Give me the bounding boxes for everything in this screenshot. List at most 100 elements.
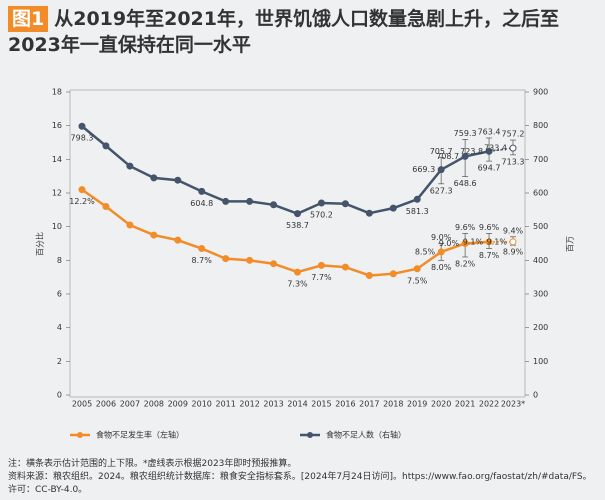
value-label: 604.8 <box>190 199 213 208</box>
y2-tick-label: 600 <box>533 189 548 198</box>
point <box>270 260 278 268</box>
y-tick-label: 2 <box>57 357 62 366</box>
y2-tick-label: 300 <box>533 290 548 299</box>
error-high-label: 759.3 <box>454 129 477 138</box>
error-high-label: 757.2 <box>502 130 525 139</box>
error-low-label: 8.9% <box>503 248 524 257</box>
y-tick-label: 10 <box>52 222 62 231</box>
y2-tick-label: 0 <box>533 391 538 400</box>
error-high-label: 9.6% <box>479 223 500 232</box>
note: 注：横条表示估计范围的上下限。*虚线表示根据2023年即时预报推算。 <box>8 459 297 469</box>
point <box>78 122 86 130</box>
value-label: 581.3 <box>406 207 429 216</box>
point <box>198 187 206 195</box>
series-line <box>81 188 490 277</box>
x-tick-label: 2012 <box>239 400 259 409</box>
point <box>437 248 445 256</box>
point <box>317 261 325 269</box>
point <box>294 268 301 276</box>
y2-tick-label: 900 <box>533 88 548 97</box>
point <box>509 144 517 152</box>
point <box>294 210 301 218</box>
point <box>341 200 349 208</box>
y-tick-label: 8 <box>57 256 62 265</box>
error-low-label: 694.7 <box>478 164 501 173</box>
y-tick-label: 16 <box>52 121 62 130</box>
value-label: 8.5% <box>415 247 436 256</box>
y2-tick-label: 400 <box>533 256 548 265</box>
value-label: 9.1% <box>463 237 484 246</box>
notes: 注：横条表示估计范围的上下限。*虚线表示根据2023年即时预报推算。 资料来源：… <box>8 458 600 497</box>
x-tick-label: 2009 <box>168 400 188 409</box>
value-label: 8.7% <box>192 256 213 265</box>
value-label: 708.7 <box>436 152 459 161</box>
value-label: 733.4 <box>484 144 507 153</box>
error-low-label: 648.6 <box>454 179 477 188</box>
value-label: 723.8 <box>460 147 483 156</box>
point <box>222 197 230 205</box>
error-high-label: 9.4% <box>503 226 524 235</box>
point <box>126 221 134 229</box>
error-high-label: 705.7 <box>430 147 453 156</box>
point <box>126 162 134 170</box>
title-block: 图1 从2019年至2021年，世界饥饿人口数量急剧上升，之后至2023年一直保持… <box>8 6 598 58</box>
x-tick-label: 2017 <box>359 400 379 409</box>
y-axis-label: 百分比 <box>35 232 45 256</box>
point <box>174 236 182 244</box>
y2-tick-label: 500 <box>533 222 548 231</box>
y-tick-label: 0 <box>57 391 62 400</box>
chart-title: 从2019年至2021年，世界饥饿人口数量急剧上升，之后至2023年一直保持在同… <box>8 8 559 56</box>
nowcast-line <box>488 147 514 153</box>
x-tick-label: 2019 <box>407 400 427 409</box>
point <box>246 256 254 264</box>
point <box>150 231 158 239</box>
y2-tick-label: 800 <box>533 121 548 130</box>
y-tick-label: 4 <box>57 323 62 332</box>
x-tick-label: 2006 <box>96 400 116 409</box>
point <box>102 142 110 150</box>
x-tick-label: 2022 <box>479 400 499 409</box>
source: 资料来源：粮农组织。2024。粮农组织统计数据库：粮食安全指标套系。[2024年… <box>8 472 592 495</box>
point <box>485 238 493 246</box>
value-label: 9.1% <box>487 237 508 246</box>
point <box>102 202 110 210</box>
x-tick-label: 2023* <box>501 400 525 409</box>
value-label: 9.0% <box>439 239 460 248</box>
y2-tick-label: 700 <box>533 155 548 164</box>
x-tick-label: 2018 <box>383 400 403 409</box>
value-label: 798.3 <box>71 134 94 143</box>
value-label: 12.2% <box>69 197 95 206</box>
x-tick-label: 2008 <box>144 400 164 409</box>
point <box>317 199 325 207</box>
point <box>341 263 349 271</box>
point <box>365 209 373 217</box>
legend-marker <box>307 432 313 438</box>
y2-tick-label: 100 <box>533 357 548 366</box>
legend-marker <box>77 432 83 438</box>
x-tick-label: 2016 <box>335 400 355 409</box>
y2-tick-label: 200 <box>533 323 548 332</box>
error-low-label: 8.2% <box>455 259 476 268</box>
value-label: 570.2 <box>310 211 333 220</box>
chart: 百分比 百万 0 2 4 6 8 10 12 14 16 18 0 100 200 300 400 500 60… <box>35 88 575 440</box>
figure-badge: 图1 <box>8 6 49 32</box>
point <box>246 197 254 205</box>
x-tick-label: 2020 <box>431 400 451 409</box>
y-tick-label: 18 <box>52 88 62 97</box>
y2-axis-label: 百万 <box>566 236 575 252</box>
point <box>461 240 469 247</box>
value-label: 7.7% <box>311 273 332 282</box>
series-line <box>81 125 490 215</box>
point <box>485 147 493 155</box>
error-low-label: 627.3 <box>430 186 453 195</box>
point <box>222 255 230 263</box>
legend-label: 食物不足人数（右轴） <box>326 430 406 440</box>
value-label: 7.3% <box>287 280 308 289</box>
point <box>174 176 182 184</box>
point <box>365 271 373 279</box>
point <box>389 204 397 212</box>
y-tick-label: 12 <box>52 189 62 198</box>
x-tick-label: 2014 <box>287 400 307 409</box>
x-tick-label: 2015 <box>311 400 331 409</box>
